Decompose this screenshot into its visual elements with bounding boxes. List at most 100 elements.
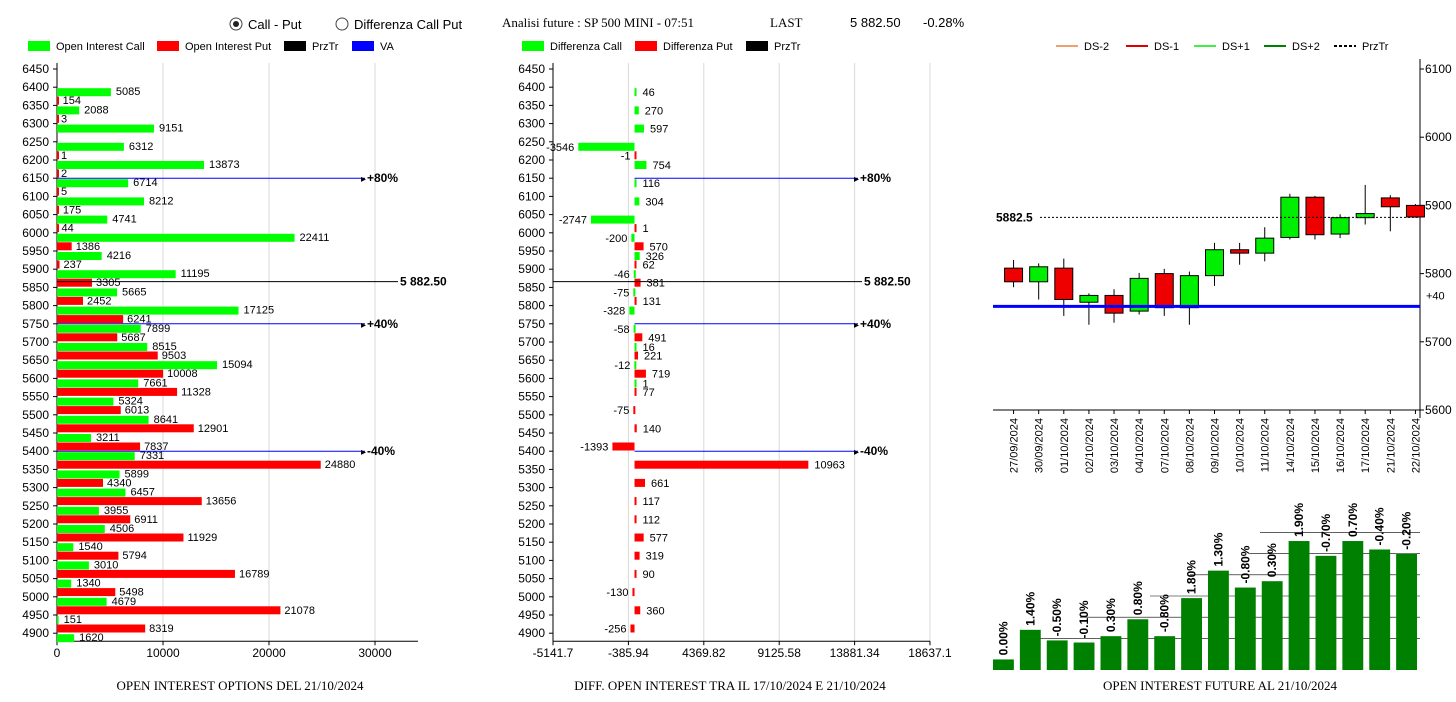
y-tick-label: 5500 [518, 408, 545, 422]
future-bar-label: 1.40% [1023, 591, 1037, 625]
y-tick-label: 5150 [518, 535, 545, 549]
candle-body [1230, 249, 1250, 254]
last-label: LAST [770, 15, 803, 30]
y-tick-label: 5450 [22, 426, 49, 440]
reference-label: +80% [367, 171, 398, 185]
bar-diff-call [633, 324, 636, 333]
y-tick-label: 5650 [518, 353, 545, 367]
data-label-diff-put: 577 [650, 533, 668, 545]
data-label-put: 6911 [134, 514, 158, 526]
x-tick-label: 17/10/2024 [1360, 418, 1372, 473]
bar-diff-put [634, 351, 639, 360]
bar-call [57, 306, 239, 315]
bar-diff-put [634, 278, 641, 287]
future-bar-label: 1.80% [1185, 560, 1199, 594]
radio-differenza-call-put[interactable]: Differenza Call Put [335, 17, 463, 32]
y-tick-label: 5600 [1425, 403, 1452, 417]
future-bar-label: 0.30% [1265, 543, 1279, 577]
bar-diff-put [634, 224, 637, 233]
data-label-diff-call: -58 [614, 324, 630, 336]
candle-body [1305, 196, 1325, 236]
y-tick-label: 6100 [1425, 62, 1452, 76]
bar-diff-put [634, 387, 637, 396]
future-bar [1396, 553, 1417, 670]
bar-call [57, 361, 217, 370]
y-tick-label: 6000 [22, 226, 49, 240]
va-arrow: ▸ [854, 447, 859, 458]
x-tick-label: 01/10/2024 [1059, 418, 1071, 473]
data-label-diff-call: 304 [645, 196, 663, 208]
bar-put [57, 624, 146, 633]
y-tick-label: 5700 [518, 335, 545, 349]
y-tick-label: 5300 [518, 481, 545, 495]
data-label-call: 5324 [118, 396, 142, 408]
bar-diff-put [634, 333, 643, 342]
candle-body [1405, 204, 1425, 218]
data-label-call: 6714 [133, 177, 157, 189]
y-tick-label: 5200 [22, 517, 49, 531]
legend-label-prztr: PrzTr [312, 41, 339, 53]
bar-call [57, 343, 148, 351]
bar-call [57, 470, 120, 479]
y-tick-label: 5900 [518, 262, 545, 276]
bar-put [57, 333, 118, 342]
future-bar-label: -0.50% [1050, 598, 1064, 636]
data-label-call: 11195 [181, 268, 210, 280]
bar-put [57, 260, 60, 269]
bar-call [57, 561, 89, 570]
future-bar [1181, 598, 1202, 670]
data-label-diff-call: -328 [603, 306, 625, 318]
bar-put [57, 114, 59, 123]
open-interest-future-chart: OPEN INTEREST FUTURE AL 21/10/2024 0.00%… [993, 503, 1420, 693]
bar-put [57, 369, 164, 378]
bar-diff-call [633, 288, 636, 297]
bar-call [57, 616, 59, 624]
y-tick-label: 6300 [22, 117, 49, 131]
candle-body [1054, 267, 1074, 301]
bar-put [57, 551, 119, 560]
y-tick-label: 5900 [1425, 198, 1452, 212]
bar-put [57, 96, 59, 105]
data-label-call: 13873 [209, 159, 240, 171]
x-tick-label: 08/10/2024 [1184, 418, 1196, 473]
bar-call [57, 142, 124, 151]
y-tick-label: 5950 [22, 244, 49, 258]
data-label-diff-call: -46 [614, 269, 630, 281]
legend-swatch-diff-prztr [746, 41, 768, 51]
bar-call [57, 179, 129, 188]
data-label-diff-call: -12 [614, 360, 630, 372]
bar-put [57, 569, 235, 578]
data-label-diff-call: 326 [646, 251, 664, 263]
y-tick-label: 6350 [518, 98, 545, 112]
x-tick-label: 15/10/2024 [1310, 418, 1322, 473]
legend-swatch-diff-put [635, 41, 657, 51]
legend-label-va: VA [380, 41, 395, 53]
y-tick-label: 5050 [22, 572, 49, 586]
bar-put [57, 460, 321, 469]
legend-swatch-call [28, 41, 50, 51]
data-label-put: 21078 [284, 605, 315, 617]
legend-swatch-prztr [284, 41, 306, 51]
future-bar-label: -0.10% [1077, 600, 1091, 638]
bar-diff-call [634, 88, 637, 97]
data-label-diff-call: 754 [652, 160, 670, 172]
data-label-call: 1340 [76, 578, 100, 590]
reference-label: +40% [367, 317, 398, 331]
data-label-put: 1 [61, 150, 67, 162]
reference-label: -40% [860, 444, 888, 458]
reference-label: 5 882.50 [864, 275, 911, 289]
bar-call [57, 124, 155, 133]
data-label-diff-call: 116 [643, 178, 661, 190]
bar-call [57, 525, 105, 533]
bar-diff-put [634, 497, 637, 506]
y-tick-label: 5800 [1425, 267, 1452, 281]
data-label-diff-put: 90 [643, 569, 655, 581]
bar-call [57, 88, 111, 97]
data-label-put: 154 [63, 95, 81, 107]
data-label-call: 7661 [143, 377, 167, 389]
bar-call [57, 397, 114, 406]
bar-call [57, 634, 75, 643]
radio-call-put[interactable]: Call - Put [229, 17, 302, 32]
bar-diff-put [632, 588, 635, 597]
